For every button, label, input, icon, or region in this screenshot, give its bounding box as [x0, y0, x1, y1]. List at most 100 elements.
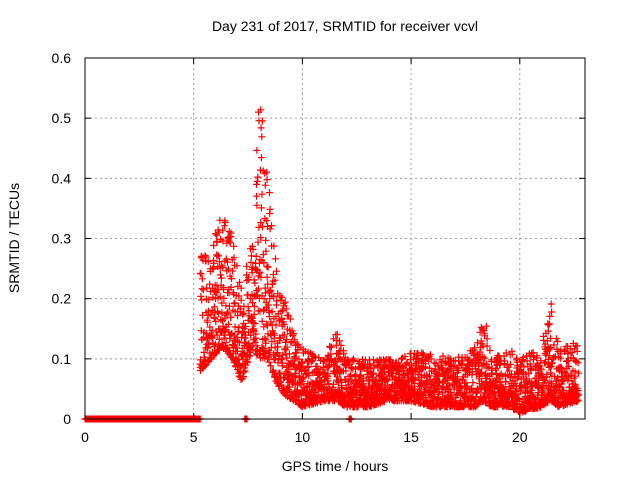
- data-point: [465, 389, 473, 397]
- data-point: [240, 309, 248, 317]
- data-point: [267, 287, 275, 295]
- data-point: [483, 335, 491, 343]
- data-point: [374, 363, 382, 370]
- data-point: [382, 362, 390, 369]
- chart-title: Day 231 of 2017, SRMTID for receiver vcv…: [212, 18, 478, 34]
- data-point: [250, 276, 258, 284]
- data-point: [258, 317, 266, 325]
- data-point: [205, 340, 213, 348]
- data-point: [537, 366, 545, 374]
- data-point: [253, 201, 261, 209]
- data-point: [325, 380, 333, 388]
- x-tick-label: 10: [295, 429, 311, 445]
- data-point: [473, 401, 481, 409]
- data-point: [465, 356, 473, 364]
- data-point: [224, 308, 232, 316]
- data-point: [501, 357, 508, 365]
- data-point: [523, 357, 531, 365]
- data-point: [257, 154, 265, 162]
- data-point: [218, 299, 226, 307]
- data-point: [217, 316, 225, 324]
- data-point: [519, 353, 527, 361]
- data-point: [305, 372, 313, 380]
- data-point: [554, 374, 562, 382]
- data-point: [541, 359, 549, 367]
- data-point: [548, 380, 555, 388]
- data-point: [527, 365, 535, 373]
- data-point: [547, 334, 554, 342]
- data-point: [229, 267, 237, 275]
- data-point: [469, 379, 477, 387]
- data-point: [285, 350, 293, 358]
- data-point: [236, 278, 244, 286]
- data-point: [243, 262, 251, 270]
- data-point: [544, 327, 552, 335]
- data-point: [260, 259, 268, 267]
- data-point: [476, 348, 484, 356]
- y-tick-label: 0.4: [52, 170, 72, 186]
- data-point: [483, 342, 491, 350]
- data-point: [468, 384, 476, 392]
- data-point: [220, 315, 228, 323]
- data-point: [571, 372, 579, 380]
- data-point: [200, 286, 207, 294]
- data-point: [333, 330, 341, 338]
- data-point: [310, 352, 318, 360]
- data-point: [252, 252, 260, 260]
- data-point: [230, 254, 238, 262]
- data-point: [248, 314, 256, 322]
- data-point: [454, 366, 462, 374]
- data-point: [266, 205, 274, 213]
- data-point: [291, 354, 299, 362]
- data-point: [205, 296, 213, 304]
- data-point: [548, 360, 555, 367]
- data-point: [546, 312, 554, 320]
- data-point: [277, 356, 285, 364]
- data-point: [204, 258, 212, 266]
- data-point: [573, 342, 581, 350]
- data-point: [216, 271, 224, 279]
- data-point: [216, 293, 224, 301]
- data-point: [451, 363, 459, 370]
- data-point: [204, 318, 211, 326]
- data-point: [254, 238, 262, 246]
- data-point: [279, 351, 287, 359]
- data-point: [263, 217, 271, 225]
- data-point: [280, 320, 288, 328]
- data-point: [544, 399, 552, 407]
- data-point: [292, 349, 300, 357]
- data-point: [279, 306, 287, 314]
- data-point: [268, 308, 276, 316]
- data-point: [537, 357, 545, 365]
- data-point: [240, 368, 248, 376]
- data-point: [407, 361, 415, 369]
- data-point: [249, 246, 257, 253]
- data-point: [284, 366, 292, 374]
- data-point: [546, 320, 553, 328]
- data-point: [233, 262, 241, 270]
- data-point: [215, 252, 222, 260]
- data-point: [253, 192, 260, 200]
- data-point: [278, 362, 286, 370]
- data-point: [264, 263, 272, 271]
- data-point: [234, 338, 242, 345]
- data-point: [274, 343, 282, 351]
- x-tick-label: 5: [190, 429, 198, 445]
- data-point: [283, 343, 291, 351]
- data-point: [564, 350, 572, 358]
- data-point: [270, 293, 278, 301]
- data-point: [508, 350, 516, 358]
- data-point: [217, 274, 225, 282]
- data-point: [212, 230, 219, 238]
- data-point: [232, 344, 240, 352]
- data-point: [263, 168, 271, 176]
- y-tick-label: 0.5: [52, 110, 72, 126]
- data-point: [574, 369, 582, 377]
- data-point: [281, 298, 289, 306]
- data-point: [202, 253, 210, 261]
- data-point: [517, 382, 525, 390]
- data-point: [552, 377, 560, 385]
- data-point: [344, 381, 352, 389]
- data-point: [220, 294, 228, 302]
- data-point: [360, 380, 368, 388]
